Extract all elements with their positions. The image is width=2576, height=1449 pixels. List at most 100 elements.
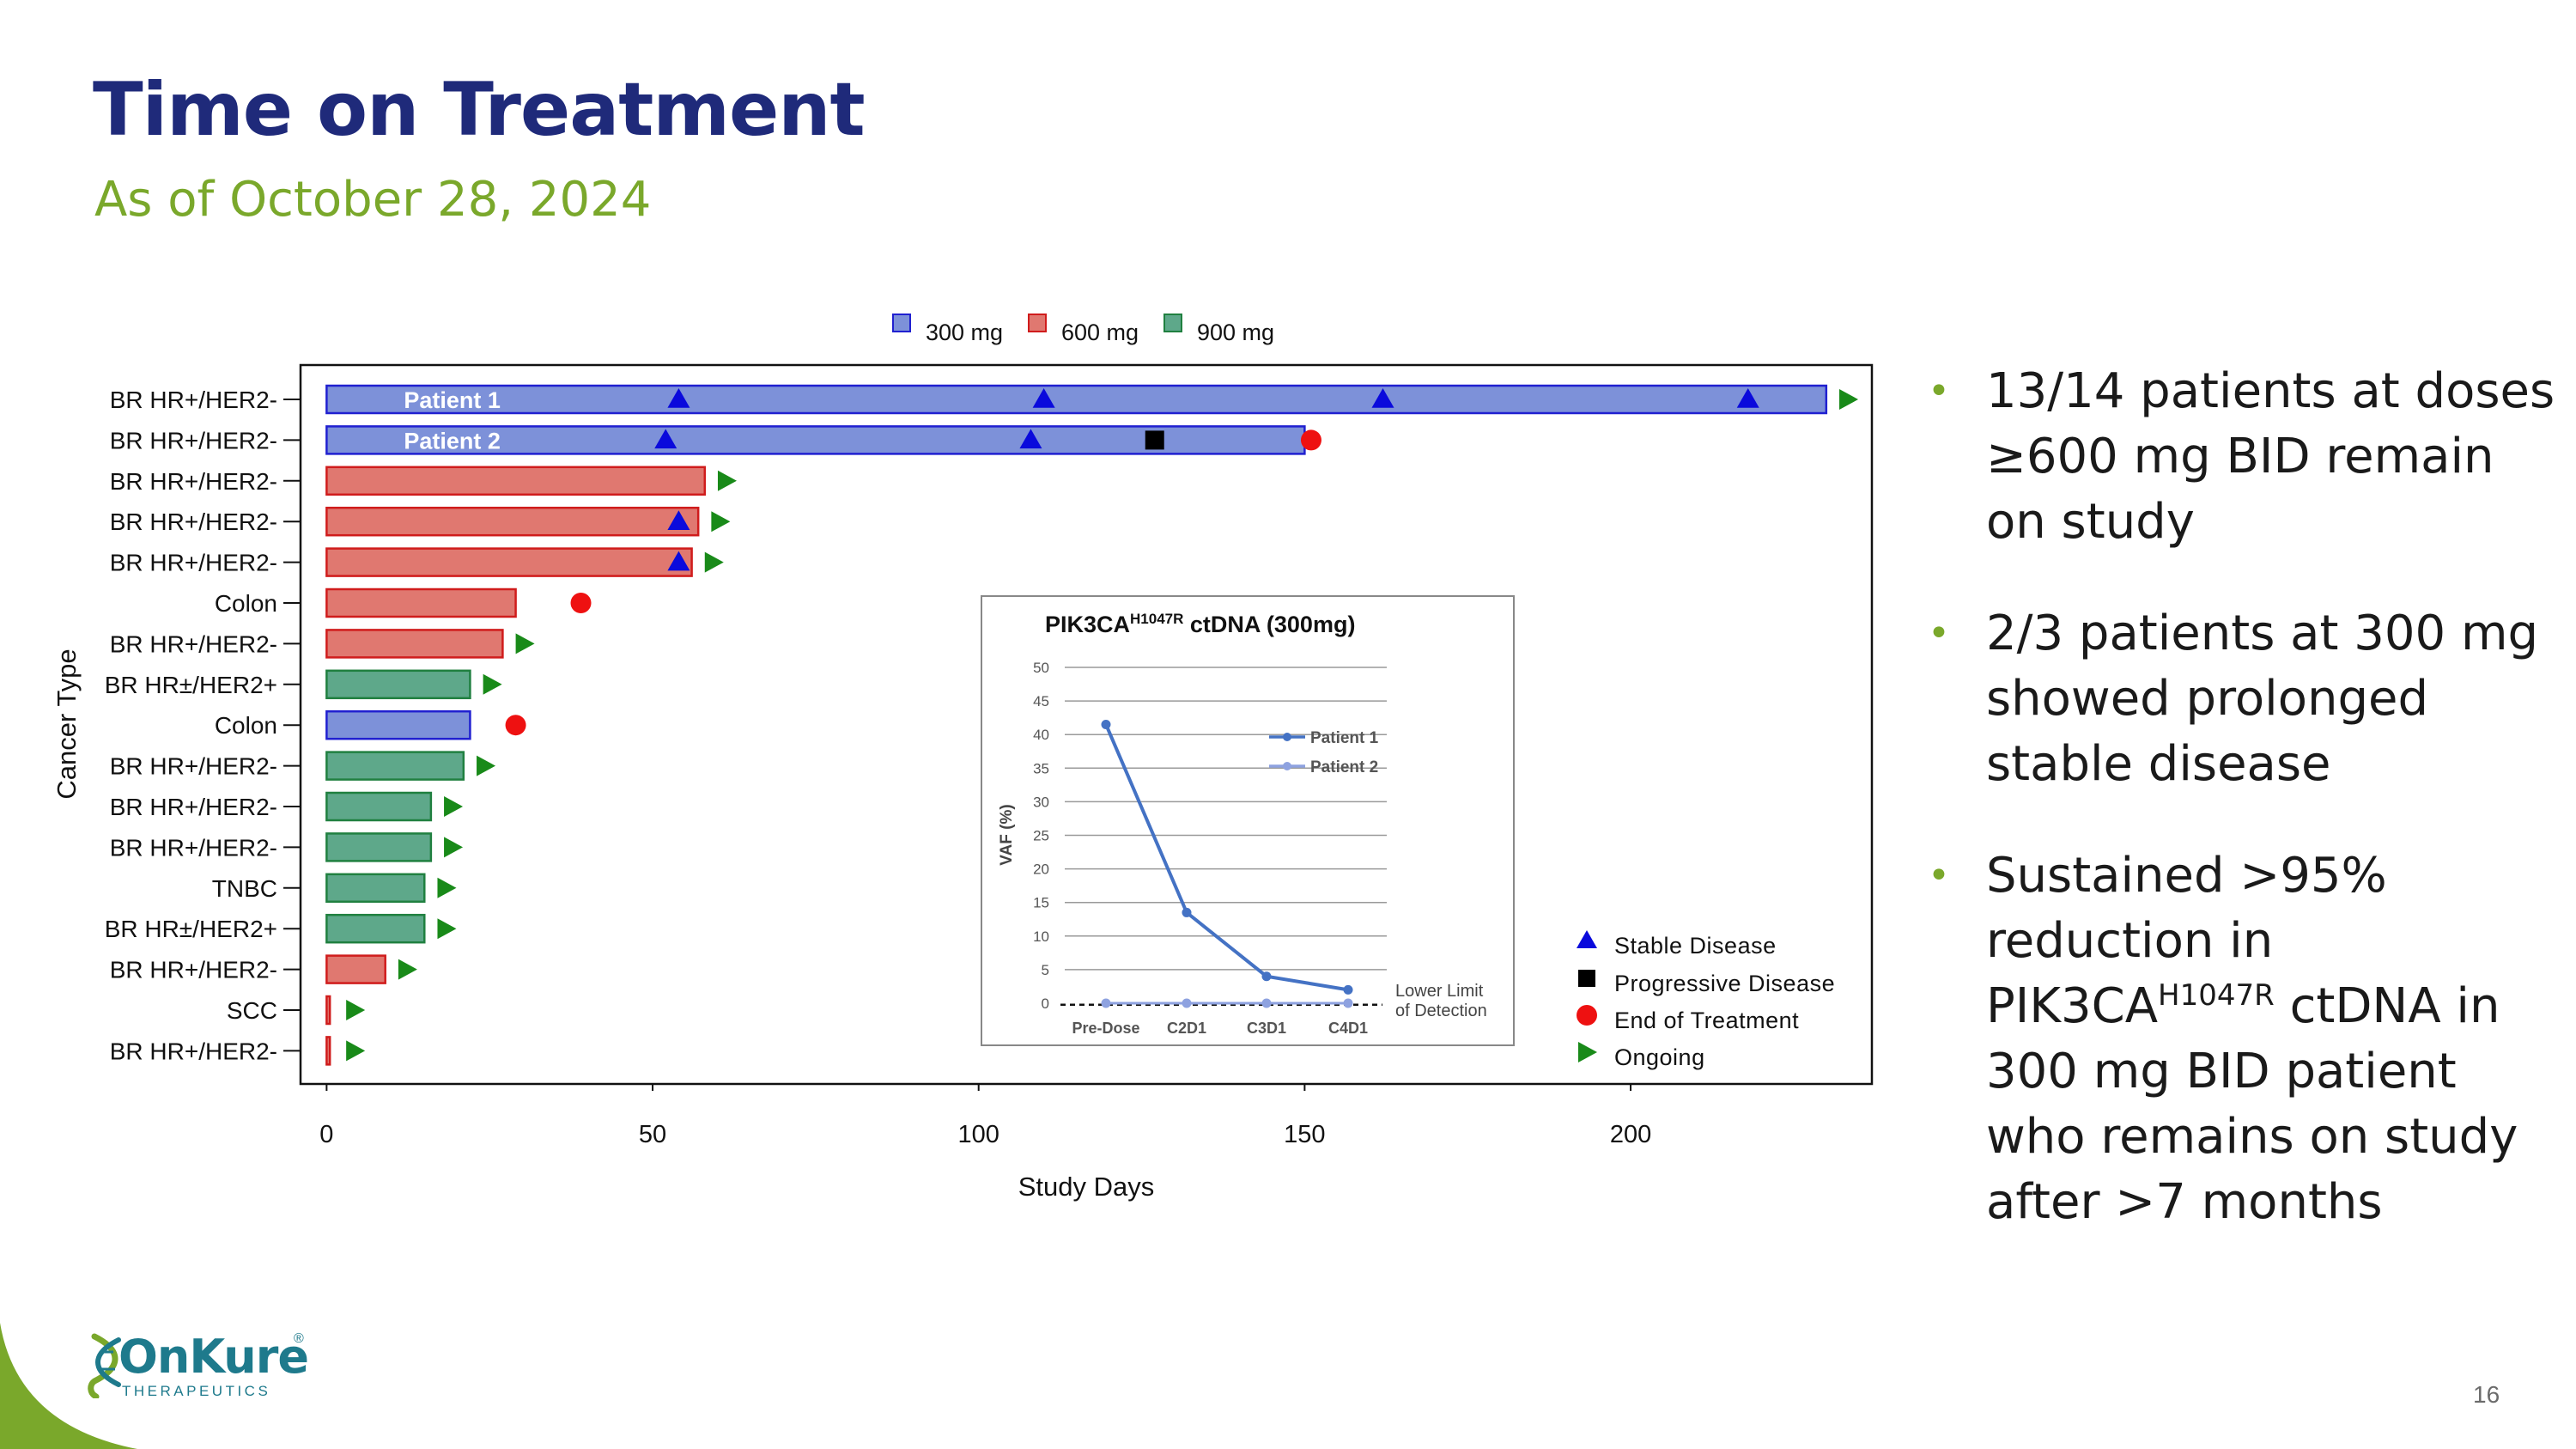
logo-registered-mark: ® bbox=[294, 1331, 304, 1346]
legend-label-600: 600 mg bbox=[1061, 320, 1139, 345]
inset-frame bbox=[981, 595, 1515, 1046]
inset-y-tick-label: 40 bbox=[1033, 727, 1049, 743]
y-tick-label: Colon bbox=[215, 590, 277, 617]
y-tick-label: BR HR+/HER2- bbox=[110, 834, 277, 861]
y-tick-label: BR HR+/HER2- bbox=[110, 468, 277, 495]
legend-swatch-300 bbox=[892, 314, 911, 332]
stable-disease-marker bbox=[654, 429, 677, 449]
bullet-text: 2/3 patients at 300 mg showed prolonged … bbox=[1986, 606, 2539, 792]
legend-label-300: 300 mg bbox=[926, 320, 1003, 345]
inset-x-tick-label: C4D1 bbox=[1328, 1020, 1368, 1037]
y-tick-label: BR HR±/HER2+ bbox=[105, 672, 277, 698]
company-logo: OnKure ® THERAPEUTICS bbox=[88, 1330, 309, 1403]
inset-data-point bbox=[1261, 998, 1272, 1008]
x-tick-label: 100 bbox=[958, 1121, 999, 1148]
y-tick-label: BR HR±/HER2+ bbox=[105, 916, 277, 942]
lod-label-line2: of Detection bbox=[1395, 1002, 1487, 1020]
inset-y-tick-label: 0 bbox=[1042, 995, 1049, 1012]
marker-legend-label: Ongoing bbox=[1614, 1044, 1705, 1070]
legend-triangle-icon bbox=[1577, 930, 1597, 948]
inset-legend-dot bbox=[1283, 762, 1291, 770]
legend-swatch-600 bbox=[1028, 314, 1047, 332]
patient-bar bbox=[325, 995, 331, 1026]
logo-wordmark: OnKure bbox=[118, 1330, 309, 1384]
patient-bar bbox=[325, 425, 1306, 455]
legend-swatch-900 bbox=[1163, 314, 1182, 332]
inset-title: PIK3CAH1047R ctDNA (300mg) bbox=[1045, 611, 1355, 637]
x-tick-label: 50 bbox=[639, 1121, 666, 1148]
y-tick-label: BR HR+/HER2- bbox=[110, 630, 277, 657]
ongoing-marker bbox=[437, 877, 457, 898]
ongoing-marker bbox=[346, 1040, 366, 1062]
stable-disease-marker bbox=[667, 551, 690, 571]
inset-y-tick-label: 30 bbox=[1033, 794, 1049, 810]
superscript-text: H1047R bbox=[2158, 978, 2275, 1013]
inset-data-point bbox=[1182, 998, 1192, 1008]
patient-bar bbox=[325, 506, 700, 537]
ongoing-marker bbox=[444, 796, 464, 817]
inset-data-point bbox=[1343, 998, 1353, 1008]
inset-data-point bbox=[1182, 907, 1192, 917]
y-tick-label: BR HR+/HER2- bbox=[110, 794, 277, 820]
y-tick-label: SCC bbox=[227, 997, 277, 1024]
legend-square-icon bbox=[1578, 970, 1595, 987]
patient-bar bbox=[325, 669, 471, 700]
ongoing-marker bbox=[704, 551, 724, 573]
inset-y-axis-label: VAF (%) bbox=[998, 804, 1016, 865]
y-tick-label: BR HR+/HER2- bbox=[110, 387, 277, 413]
bullet-text: 13/14 patients at doses ≥600 mg BID rema… bbox=[1986, 363, 2555, 550]
bullet-dot: • bbox=[1928, 612, 1950, 655]
key-point-1: • 13/14 patients at doses ≥600 mg BID rem… bbox=[1928, 359, 2563, 555]
bullet-text: ctDNA in 300 mg BID patient who remains … bbox=[1986, 978, 2518, 1230]
stable-disease-marker bbox=[1371, 388, 1394, 408]
patient-bar bbox=[325, 954, 386, 984]
patient-bar bbox=[325, 466, 707, 496]
inset-series-line bbox=[1104, 723, 1349, 992]
ongoing-marker bbox=[437, 918, 457, 940]
legend-arrow-icon bbox=[1578, 1042, 1597, 1062]
stable-disease-marker bbox=[1032, 388, 1055, 408]
patient-bar bbox=[325, 629, 504, 659]
x-tick-label: 0 bbox=[319, 1121, 333, 1148]
ongoing-marker bbox=[398, 959, 417, 980]
patient-bar bbox=[325, 384, 1828, 415]
inset-y-tick-label: 10 bbox=[1033, 928, 1049, 945]
patient-bar bbox=[325, 913, 426, 944]
patient-bar bbox=[325, 588, 517, 618]
inset-y-tick-label: 25 bbox=[1033, 828, 1049, 844]
stable-disease-marker bbox=[1019, 429, 1042, 449]
legend-label-900: 900 mg bbox=[1197, 320, 1274, 345]
patient-bar-label: Patient 1 bbox=[404, 387, 501, 413]
y-tick-label: BR HR+/HER2- bbox=[110, 550, 277, 576]
marker-legend-label: Progressive Disease bbox=[1614, 971, 1835, 996]
inset-y-tick-label: 5 bbox=[1042, 962, 1049, 978]
patient-bar-label: Patient 2 bbox=[404, 428, 501, 454]
inset-y-tick-label: 50 bbox=[1033, 660, 1049, 676]
inset-y-tick-label: 45 bbox=[1033, 693, 1049, 709]
legend-circle-icon bbox=[1577, 1005, 1597, 1026]
ongoing-marker bbox=[346, 1000, 366, 1020]
ongoing-marker bbox=[477, 755, 496, 776]
end-of-treatment-marker bbox=[570, 593, 592, 613]
x-axis-label: Study Days bbox=[1018, 1172, 1155, 1202]
y-axis-label: Cancer Type bbox=[52, 648, 82, 799]
inset-x-tick-label: C2D1 bbox=[1167, 1020, 1206, 1037]
y-tick-label: BR HR+/HER2- bbox=[110, 1038, 277, 1064]
patient-bar bbox=[325, 709, 471, 740]
y-tick-label: BR HR+/HER2- bbox=[110, 427, 277, 454]
inset-y-tick-label: 35 bbox=[1033, 760, 1049, 776]
inset-data-point bbox=[1343, 984, 1353, 995]
y-tick-label: BR HR+/HER2- bbox=[110, 753, 277, 780]
progressive-disease-marker bbox=[1145, 430, 1164, 450]
inset-data-point bbox=[1101, 719, 1111, 729]
x-tick-label: 150 bbox=[1284, 1121, 1325, 1148]
patient-bar bbox=[325, 547, 693, 577]
slide-subtitle: As of October 28, 2024 bbox=[94, 172, 652, 228]
stable-disease-marker bbox=[1736, 388, 1759, 408]
marker-legend-label: End of Treatment bbox=[1614, 1008, 1799, 1033]
ongoing-marker bbox=[1839, 389, 1859, 410]
patient-bar bbox=[325, 873, 426, 904]
y-tick-label: TNBC bbox=[212, 875, 277, 902]
